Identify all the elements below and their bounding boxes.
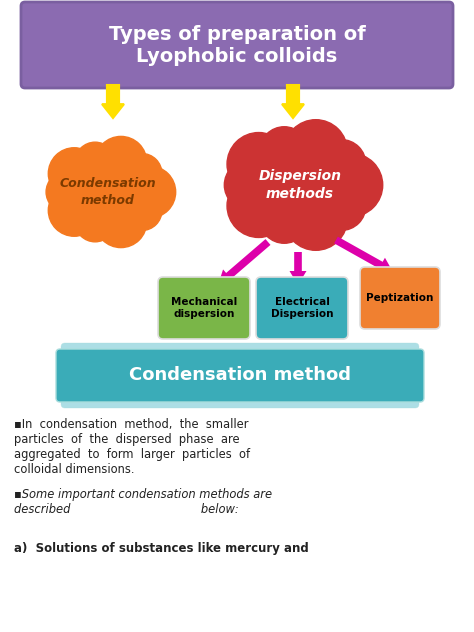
Circle shape: [75, 202, 115, 242]
Text: Condensation method: Condensation method: [129, 367, 351, 384]
FancyBboxPatch shape: [256, 277, 348, 339]
Circle shape: [46, 172, 86, 212]
Ellipse shape: [54, 159, 162, 225]
Circle shape: [48, 185, 100, 236]
Circle shape: [75, 142, 115, 183]
Text: a)  Solutions of substances like mercury and: a) Solutions of substances like mercury …: [14, 542, 309, 555]
Ellipse shape: [234, 148, 366, 222]
Circle shape: [227, 133, 291, 196]
Circle shape: [317, 140, 366, 189]
Text: Dispersion
methods: Dispersion methods: [258, 169, 341, 201]
Circle shape: [319, 154, 383, 217]
FancyArrow shape: [282, 85, 304, 118]
Text: Condensation
method: Condensation method: [60, 177, 156, 207]
Text: Mechanical
dispersion: Mechanical dispersion: [171, 297, 237, 319]
Text: ▪Some important condensation methods are
described                              : ▪Some important condensation methods are…: [14, 488, 272, 516]
Circle shape: [284, 119, 347, 183]
FancyBboxPatch shape: [158, 277, 250, 339]
Circle shape: [95, 137, 147, 188]
Circle shape: [48, 148, 100, 200]
Text: Peptization: Peptization: [366, 293, 434, 303]
Circle shape: [317, 181, 366, 231]
Text: Types of preparation of
Lyophobic colloids: Types of preparation of Lyophobic colloi…: [109, 25, 365, 66]
FancyBboxPatch shape: [21, 2, 453, 88]
Circle shape: [224, 161, 273, 210]
FancyBboxPatch shape: [360, 267, 440, 329]
Circle shape: [260, 194, 309, 243]
Circle shape: [260, 127, 309, 176]
FancyBboxPatch shape: [56, 349, 424, 402]
Circle shape: [122, 154, 162, 194]
FancyArrow shape: [290, 252, 307, 285]
Text: Electrical
Dispersion: Electrical Dispersion: [271, 297, 333, 319]
Circle shape: [122, 190, 162, 231]
Circle shape: [284, 187, 347, 250]
Text: ▪In  condensation  method,  the  smaller
particles  of  the  dispersed  phase  a: ▪In condensation method, the smaller par…: [14, 418, 250, 476]
FancyBboxPatch shape: [61, 343, 419, 408]
FancyArrow shape: [218, 239, 271, 285]
Circle shape: [227, 174, 291, 238]
Circle shape: [95, 196, 147, 248]
FancyArrow shape: [334, 236, 393, 272]
Circle shape: [124, 166, 176, 218]
FancyArrow shape: [102, 85, 124, 118]
